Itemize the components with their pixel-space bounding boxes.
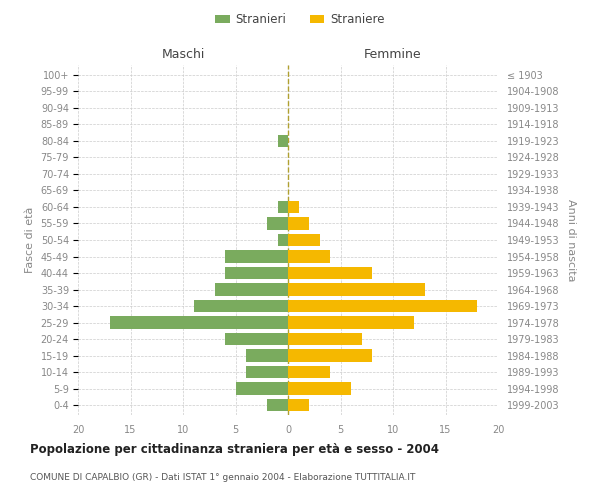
Text: Maschi: Maschi [161, 48, 205, 62]
Bar [235, 382, 288, 395]
Text: Femmine: Femmine [364, 48, 422, 62]
Bar [267, 399, 288, 411]
Bar [288, 333, 361, 345]
Bar [288, 284, 425, 296]
Bar [288, 201, 299, 213]
Legend: Stranieri, Straniere: Stranieri, Straniere [211, 8, 389, 31]
Bar [288, 366, 330, 378]
Y-axis label: Anni di nascita: Anni di nascita [566, 198, 577, 281]
Bar [267, 218, 288, 230]
Bar [246, 350, 288, 362]
Bar [288, 382, 351, 395]
Bar [288, 267, 372, 279]
Text: Popolazione per cittadinanza straniera per età e sesso - 2004: Popolazione per cittadinanza straniera p… [30, 442, 439, 456]
Bar [288, 350, 372, 362]
Bar [277, 234, 288, 246]
Bar [225, 267, 288, 279]
Bar [288, 250, 330, 262]
Text: COMUNE DI CAPALBIO (GR) - Dati ISTAT 1° gennaio 2004 - Elaborazione TUTTITALIA.I: COMUNE DI CAPALBIO (GR) - Dati ISTAT 1° … [30, 472, 415, 482]
Bar [277, 135, 288, 147]
Bar [288, 218, 309, 230]
Bar [225, 333, 288, 345]
Bar [110, 316, 288, 328]
Bar [288, 316, 414, 328]
Bar [288, 300, 477, 312]
Bar [288, 399, 309, 411]
Y-axis label: Fasce di età: Fasce di età [25, 207, 35, 273]
Bar [193, 300, 288, 312]
Bar [288, 234, 320, 246]
Bar [277, 201, 288, 213]
Bar [225, 250, 288, 262]
Bar [215, 284, 288, 296]
Bar [246, 366, 288, 378]
